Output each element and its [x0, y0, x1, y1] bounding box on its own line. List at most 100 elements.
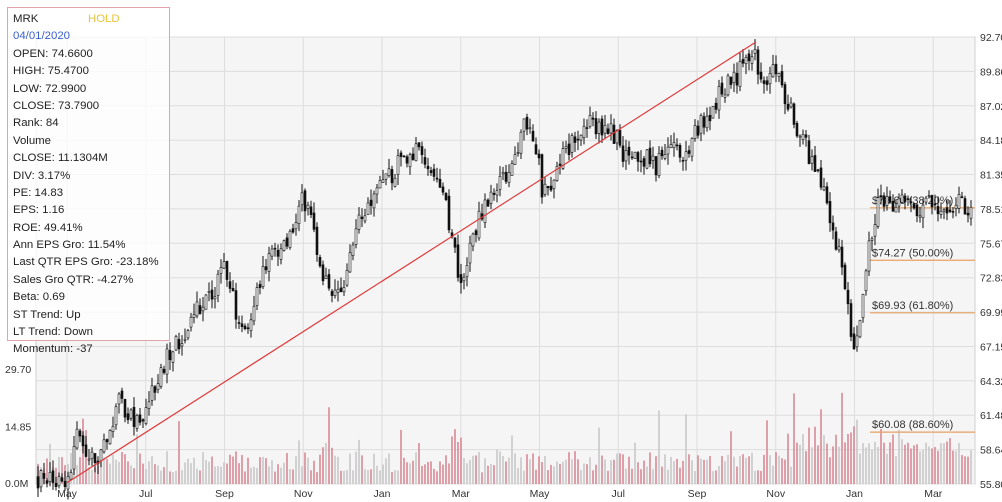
price-tick-label: 84.18	[980, 135, 1002, 147]
volume-bar	[679, 467, 681, 484]
candle-body	[822, 186, 826, 191]
volume-bar	[400, 429, 402, 484]
volume-bar	[772, 465, 774, 484]
time-tick-label: May	[57, 488, 78, 500]
price-tick-label: 87.02	[980, 101, 1002, 113]
volume-bar	[214, 466, 216, 484]
volume-bar	[169, 471, 171, 484]
volume-bar	[502, 456, 504, 484]
volume-bar	[853, 426, 855, 484]
candle-body	[462, 276, 466, 282]
volume-bar	[340, 470, 342, 484]
time-tick-label: Jan	[846, 488, 863, 500]
candle-body	[597, 121, 601, 134]
volume-bar	[133, 468, 135, 484]
price-tick-label: 72.83	[980, 273, 1002, 285]
volume-bar	[238, 463, 240, 484]
volume-bar	[439, 461, 441, 484]
candle-body	[567, 143, 571, 155]
volume-bar	[397, 470, 399, 484]
volume-bar	[613, 459, 615, 484]
volume-bar	[415, 452, 417, 484]
candle-body	[813, 155, 817, 172]
volume-bar	[475, 455, 477, 484]
volume-bar	[373, 453, 375, 484]
candle-body	[279, 248, 283, 260]
volume-bar	[538, 456, 540, 484]
volume-bar	[289, 469, 291, 484]
volume-bar	[196, 468, 198, 484]
last-qtr-eps-growth: Last QTR EPS Gro: -23.18%	[13, 256, 159, 269]
volume-bar	[529, 459, 531, 484]
candle-body	[408, 154, 412, 168]
time-tick-label: May	[530, 488, 551, 500]
volume-bar	[571, 459, 573, 484]
short-term-trend: ST Trend: Up	[13, 308, 81, 321]
candle-body	[501, 172, 505, 175]
volume-bar	[418, 443, 420, 484]
candle-body	[156, 383, 160, 391]
candle-body	[954, 204, 958, 209]
candle-body	[252, 305, 256, 322]
candle-body	[762, 80, 766, 84]
volume-bar	[280, 467, 282, 484]
volume-bar	[664, 454, 666, 484]
candle-body	[621, 145, 625, 162]
time-tick-label: Mar	[924, 488, 943, 500]
candle-body	[939, 210, 943, 215]
candle-body	[960, 196, 964, 199]
candle-body	[159, 367, 163, 387]
volume-bar	[889, 442, 891, 484]
volume-bars	[37, 392, 972, 484]
volume-bar	[358, 439, 360, 484]
volume-bar	[472, 455, 474, 484]
candle-body	[81, 435, 85, 447]
price-tick-label: 61.48	[980, 410, 1002, 422]
candle-body	[582, 125, 586, 138]
volume-bar	[607, 470, 609, 484]
candle-body	[714, 102, 718, 110]
candle-body	[645, 149, 649, 169]
volume-bar	[715, 470, 717, 484]
volume-bar	[202, 452, 204, 484]
candle-body	[471, 233, 475, 247]
candle-body	[570, 135, 574, 153]
time-tick-label: Nov	[766, 488, 785, 500]
candle-body	[183, 338, 187, 341]
volume-bar	[691, 460, 693, 484]
candle-body	[345, 270, 349, 286]
candle-body	[45, 480, 49, 484]
candle-body	[783, 84, 787, 105]
volume-bar	[376, 465, 378, 484]
candle-body	[963, 198, 967, 215]
candle-body	[648, 147, 652, 165]
trend-line-segment	[66, 41, 757, 484]
candle-body	[729, 76, 733, 85]
candle-body	[819, 167, 823, 188]
volume-bar	[523, 470, 525, 484]
volume-bar	[844, 442, 846, 484]
volume-bar	[541, 462, 543, 484]
candle-body	[603, 124, 607, 134]
candle-body	[423, 157, 427, 165]
volume-bar	[448, 463, 450, 484]
candle-body	[675, 144, 679, 147]
candle-body	[717, 86, 721, 111]
candle-body	[435, 177, 439, 180]
candle-body	[768, 73, 772, 85]
volume-bar	[409, 463, 411, 484]
candle-body	[120, 390, 124, 399]
candle-body	[543, 183, 547, 195]
volume-bar	[103, 457, 105, 484]
time-tick-label: Nov	[294, 488, 313, 500]
volume-bar	[385, 458, 387, 484]
candle-body	[48, 472, 52, 482]
volume-bar	[46, 458, 48, 484]
candle-body	[342, 287, 346, 293]
candle-body	[162, 368, 166, 373]
candle-body	[942, 209, 946, 212]
candle-body	[879, 195, 883, 197]
fib-level-label: $74.27 (50.00%)	[872, 247, 953, 259]
candle-body	[207, 291, 211, 293]
candle-body	[588, 114, 592, 127]
